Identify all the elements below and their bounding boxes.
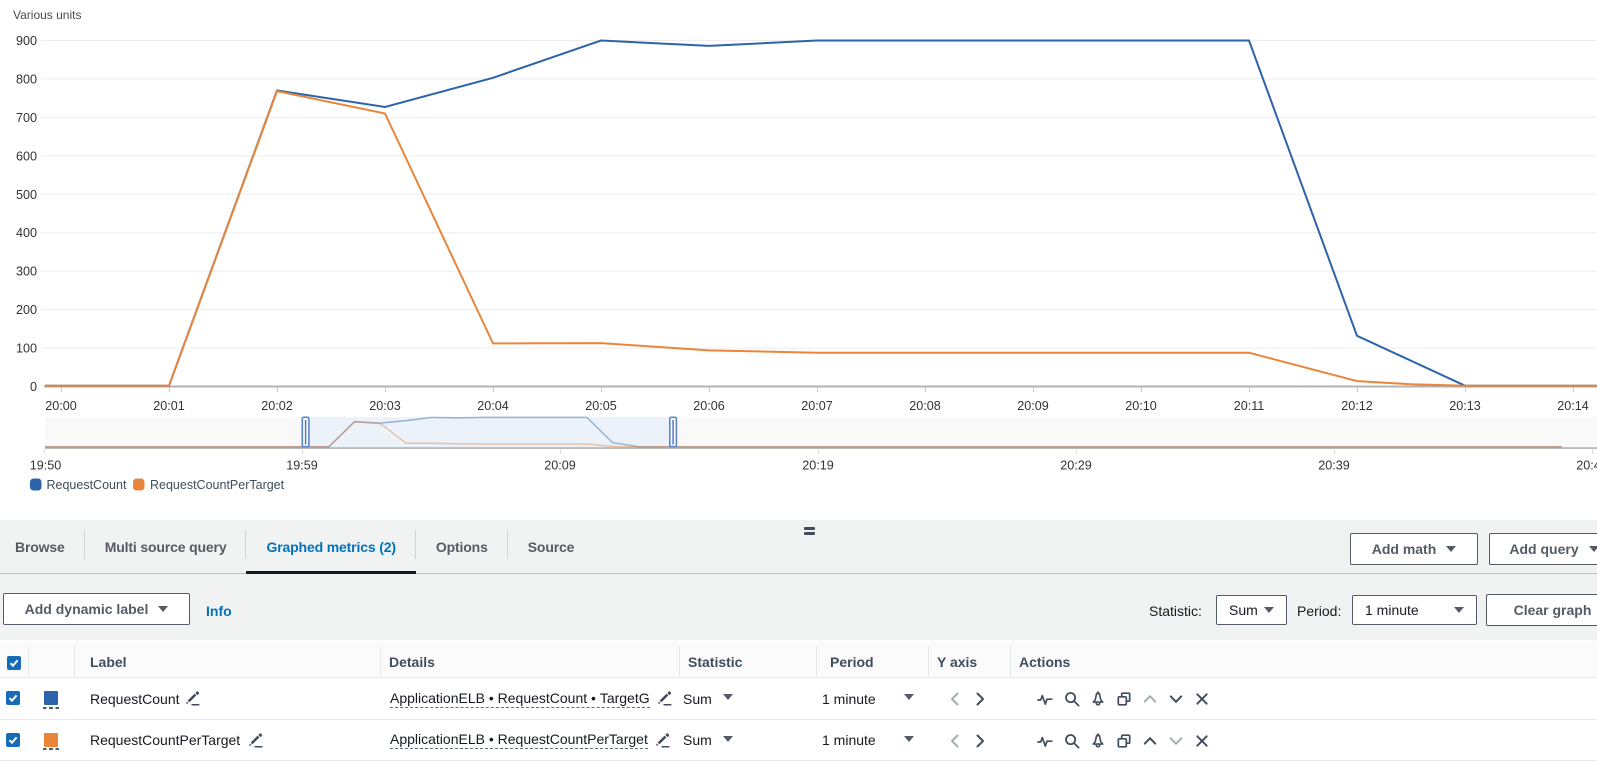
svg-text:20:01: 20:01 [153, 399, 185, 413]
svg-text:100: 100 [16, 342, 37, 356]
svg-text:20:29: 20:29 [1060, 458, 1092, 472]
svg-text:900: 900 [16, 34, 37, 48]
svg-text:20:14: 20:14 [1557, 399, 1589, 413]
svg-text:600: 600 [16, 149, 37, 163]
svg-text:20:39: 20:39 [1318, 458, 1350, 472]
svg-text:20:49: 20:49 [1576, 458, 1597, 472]
svg-text:400: 400 [16, 226, 37, 240]
svg-text:20:03: 20:03 [369, 399, 401, 413]
svg-text:19:59: 19:59 [286, 458, 318, 472]
svg-text:300: 300 [16, 265, 37, 279]
svg-text:RequestCount: RequestCount [47, 478, 127, 492]
svg-text:0: 0 [30, 380, 37, 394]
svg-text:20:19: 20:19 [802, 458, 834, 472]
svg-text:20:02: 20:02 [261, 399, 293, 413]
svg-text:Various units: Various units [13, 8, 81, 22]
svg-text:20:09: 20:09 [544, 458, 576, 472]
svg-text:20:11: 20:11 [1234, 399, 1265, 413]
svg-text:20:08: 20:08 [909, 399, 941, 413]
svg-text:200: 200 [16, 303, 37, 317]
svg-text:20:00: 20:00 [45, 399, 77, 413]
svg-text:19:50: 19:50 [30, 458, 62, 472]
svg-text:20:13: 20:13 [1449, 399, 1481, 413]
svg-text:700: 700 [16, 111, 37, 125]
svg-text:800: 800 [16, 72, 37, 86]
svg-text:20:12: 20:12 [1341, 399, 1373, 413]
svg-text:20:10: 20:10 [1125, 399, 1157, 413]
svg-text:20:07: 20:07 [801, 399, 833, 413]
svg-text:20:06: 20:06 [693, 399, 725, 413]
svg-text:20:05: 20:05 [585, 399, 617, 413]
svg-text:500: 500 [16, 188, 37, 202]
svg-text:20:04: 20:04 [477, 399, 509, 413]
svg-text:20:09: 20:09 [1017, 399, 1049, 413]
svg-text:RequestCountPerTarget: RequestCountPerTarget [150, 478, 285, 492]
